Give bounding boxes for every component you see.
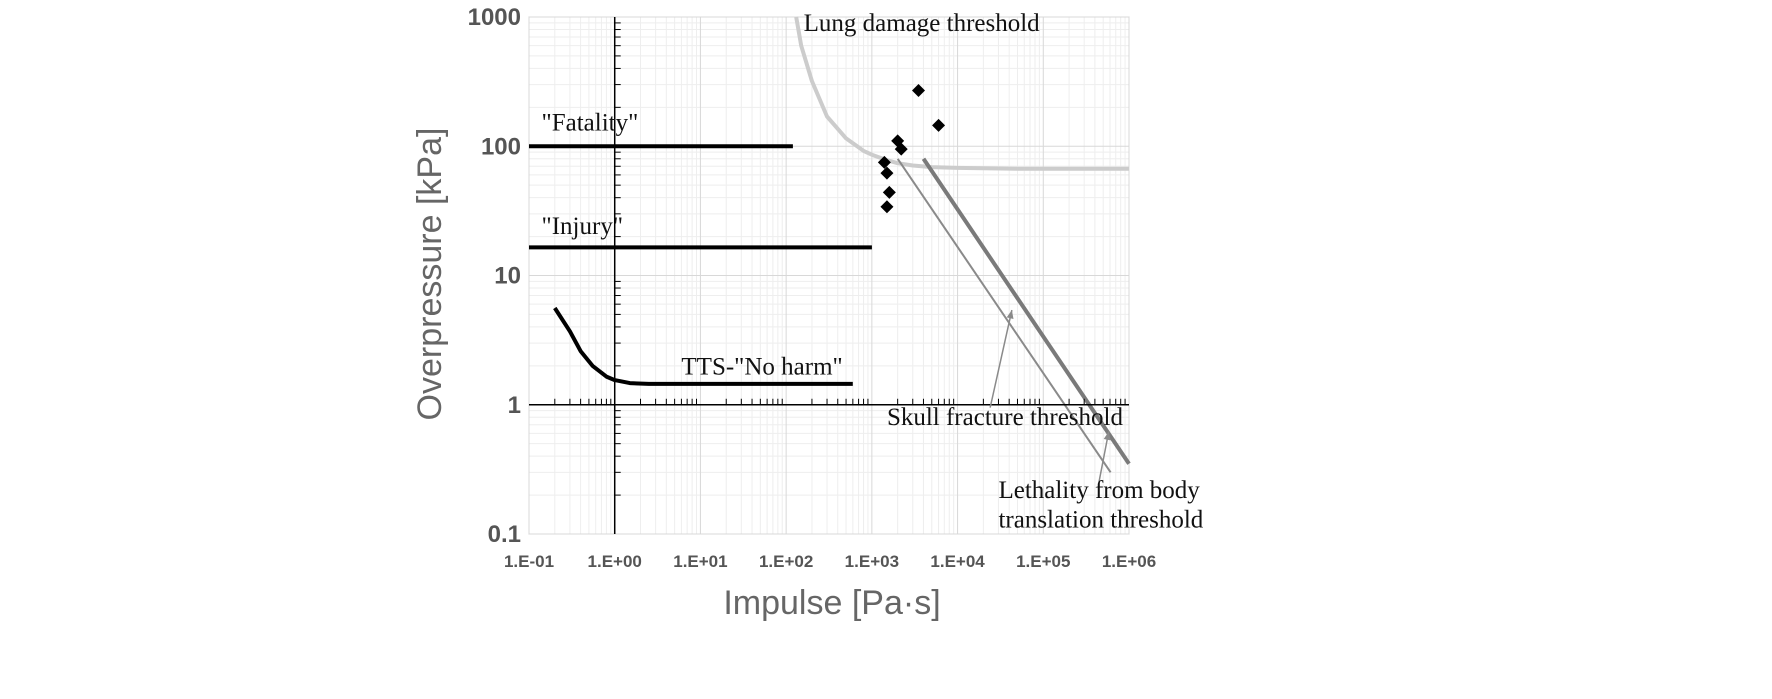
scatter-point — [882, 185, 896, 199]
annotation-label: Lethality from body — [998, 477, 1200, 504]
annotation-label: Lung damage threshold — [804, 10, 1041, 37]
y-axis-title: Overpressure [kPa] — [411, 128, 449, 421]
annotation-arrow-line — [1097, 431, 1110, 485]
y-tick-label: 0.1 — [488, 521, 521, 548]
scatter-point — [880, 200, 894, 214]
scatter-point — [877, 155, 891, 169]
scatter-point — [880, 166, 894, 180]
annotation-arrow-head — [1103, 431, 1111, 441]
annotation-label: translation threshold — [998, 507, 1203, 534]
x-tick-label: 1.E+04 — [930, 552, 985, 571]
series-line — [921, 157, 1131, 465]
x-tick-label: 1.E+01 — [673, 552, 727, 571]
axes-layer — [529, 17, 1129, 534]
annotation-label: TTS-"No harm" — [681, 353, 842, 380]
scatter-point — [911, 83, 925, 97]
x-tick-label: 1.E+00 — [588, 552, 642, 571]
annotation-label: Skull fracture threshold — [887, 404, 1124, 431]
scatter-point — [894, 142, 908, 156]
y-tick-label: 1 — [508, 392, 521, 419]
annotation-layer: Lung damage threshold "Fatality" "Injury" T… — [542, 10, 1204, 534]
scatter-point — [932, 118, 946, 132]
x-tick-label: 1.E-01 — [504, 552, 554, 571]
x-tick-label: 1.E+02 — [759, 552, 813, 571]
x-tick-label: 1.E+06 — [1102, 552, 1156, 571]
x-axis-title: Impulse [Pa·s] — [723, 584, 940, 622]
x-tick-label: 1.E+03 — [845, 552, 899, 571]
annotation-label: "Fatality" — [542, 110, 639, 137]
ticks-layer: 0.1 1 10 100 1000 1.E-01 1.E+00 1.E+01 1.E+02 1.E… — [468, 4, 1157, 571]
annotation-arrow-head — [1006, 310, 1014, 319]
series-layer — [529, 16, 1131, 473]
annotation-label: "Injury" — [542, 213, 624, 240]
y-tick-label: 100 — [481, 133, 521, 160]
series-line — [896, 158, 1112, 473]
y-tick-label: 1000 — [468, 4, 521, 31]
annotation-arrow-line — [989, 309, 1013, 408]
x-tick-label: 1.E+05 — [1016, 552, 1070, 571]
series-line — [794, 16, 1129, 171]
series-line — [553, 306, 853, 386]
y-tick-label: 10 — [494, 263, 521, 290]
